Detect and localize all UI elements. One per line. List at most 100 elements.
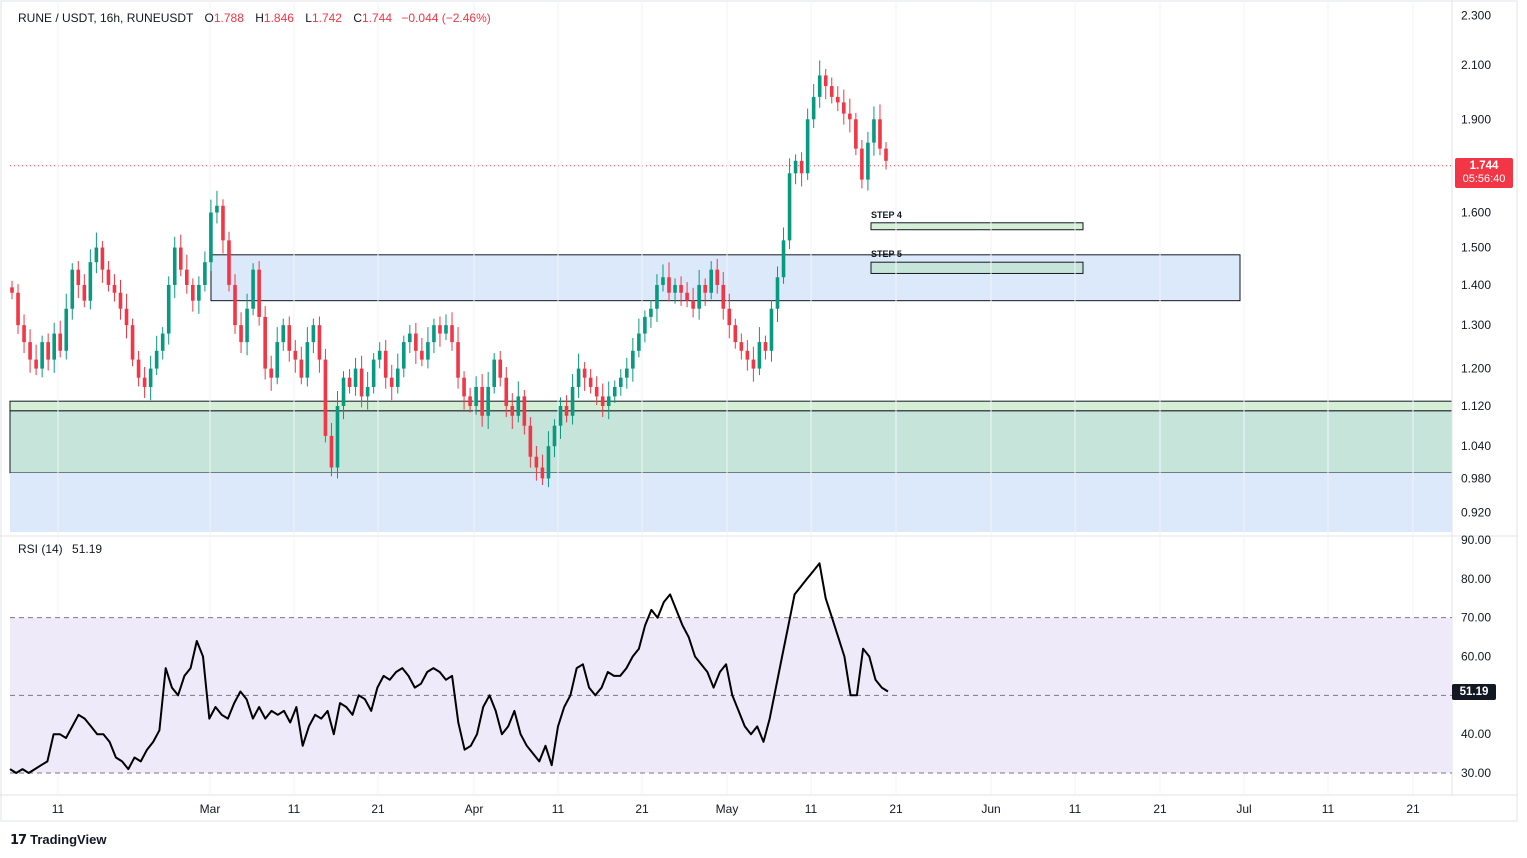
candle-body <box>426 342 430 360</box>
symbol-title: RUNE / USDT, 16h, RUNEUSDT <box>18 11 194 25</box>
candle-body <box>395 368 400 387</box>
candle-body <box>594 386 599 397</box>
candle-body <box>625 368 629 378</box>
candle-body <box>305 342 310 378</box>
candle-body <box>793 160 798 174</box>
candle-body <box>540 467 545 479</box>
price-tick-label: 1.300 <box>1461 318 1491 332</box>
candle-body <box>745 350 750 360</box>
candle-body <box>34 359 38 369</box>
range-box <box>210 254 1241 302</box>
time-tick-label: Jun <box>981 802 1000 816</box>
candle-body <box>534 456 539 468</box>
candle-body <box>389 377 394 387</box>
high-label: H <box>255 11 264 25</box>
candle-body <box>142 377 147 387</box>
time-tick-label: May <box>716 802 739 816</box>
candle-body <box>823 75 828 87</box>
candle-body <box>166 284 171 334</box>
price-tick-label: 1.900 <box>1461 112 1491 126</box>
time-tick-label: 21 <box>1406 802 1420 816</box>
rsi-tick-label: 80.00 <box>1461 572 1491 586</box>
candle-body <box>22 325 26 343</box>
candle-body <box>450 325 454 343</box>
price-tick-label: 1.120 <box>1461 399 1491 413</box>
candle-body <box>456 342 460 378</box>
tradingview-logo[interactable]: 𝟭𝟳 TradingView <box>10 832 106 848</box>
rsi-tick-label: 60.00 <box>1461 650 1491 664</box>
candle-body <box>588 377 593 387</box>
candle-body <box>709 269 713 293</box>
zone-label: STEP 4 <box>871 210 902 220</box>
candle-body <box>227 240 231 285</box>
time-tick-label: 11 <box>552 802 565 816</box>
candle-body <box>546 446 551 479</box>
candle-body <box>52 333 56 360</box>
time-tick-label: 11 <box>1069 802 1082 816</box>
candle-body <box>854 119 858 149</box>
time-tick-label: Apr <box>465 802 484 816</box>
candle-body <box>799 160 804 174</box>
candle-body <box>401 342 406 369</box>
candle-body <box>408 333 412 343</box>
price-tick-label: 1.500 <box>1461 241 1491 255</box>
candle-body <box>76 269 81 285</box>
candle-body <box>564 406 569 416</box>
candle-body <box>637 333 641 351</box>
candle-body <box>444 325 448 334</box>
candle-body <box>172 247 177 285</box>
time-tick-label: 11 <box>288 802 301 816</box>
candle-body <box>64 308 69 351</box>
candle-body <box>848 113 852 120</box>
time-tick-label: Mar <box>200 802 221 816</box>
candle-body <box>703 284 707 293</box>
candle-body <box>691 300 695 309</box>
time-tick-label: 11 <box>52 802 65 816</box>
candle-body <box>335 406 340 468</box>
candle-body <box>829 86 834 97</box>
candle-body <box>16 292 20 326</box>
candle-body <box>576 368 581 387</box>
candle-body <box>233 284 237 326</box>
candle-body <box>643 316 647 334</box>
candle-body <box>817 75 822 97</box>
candle-body <box>148 368 153 387</box>
candle-body <box>552 425 557 447</box>
candle-body <box>347 377 352 387</box>
price-tick-label: 1.200 <box>1461 362 1491 376</box>
candle-body <box>721 284 726 309</box>
candle-body <box>371 359 376 387</box>
candle-body <box>281 325 286 343</box>
candle-body <box>414 333 418 351</box>
candle-body <box>94 247 99 263</box>
candle-body <box>480 386 484 416</box>
rsi-value: 51.19 <box>72 542 103 556</box>
candle-body <box>323 359 328 436</box>
open-value: 1.788 <box>213 11 244 25</box>
last-price-badge: 1.744 05:56:40 <box>1455 158 1513 188</box>
rsi-tick-label: 90.00 <box>1461 533 1491 547</box>
candle-body <box>685 292 689 301</box>
candle-body <box>209 212 213 263</box>
candle-body <box>781 240 786 278</box>
candle-body <box>618 377 623 387</box>
candle-body <box>353 368 358 387</box>
candle-body <box>878 119 882 149</box>
candle-body <box>727 308 732 326</box>
candle-body <box>88 262 93 301</box>
open-label: O <box>204 11 214 25</box>
candle-body <box>420 350 424 360</box>
candle-body <box>866 142 870 180</box>
candle-body <box>46 342 50 360</box>
price-tick-label: 2.300 <box>1461 9 1491 23</box>
support-top-band <box>9 400 1453 412</box>
candle-body <box>106 269 111 285</box>
candle-body <box>679 284 683 293</box>
price-tick-label: 1.400 <box>1461 278 1491 292</box>
candle-body <box>112 284 117 293</box>
candle-body <box>100 247 105 270</box>
rsi-line <box>9 562 889 774</box>
candle-body <box>606 396 611 406</box>
candle-body <box>842 102 846 114</box>
